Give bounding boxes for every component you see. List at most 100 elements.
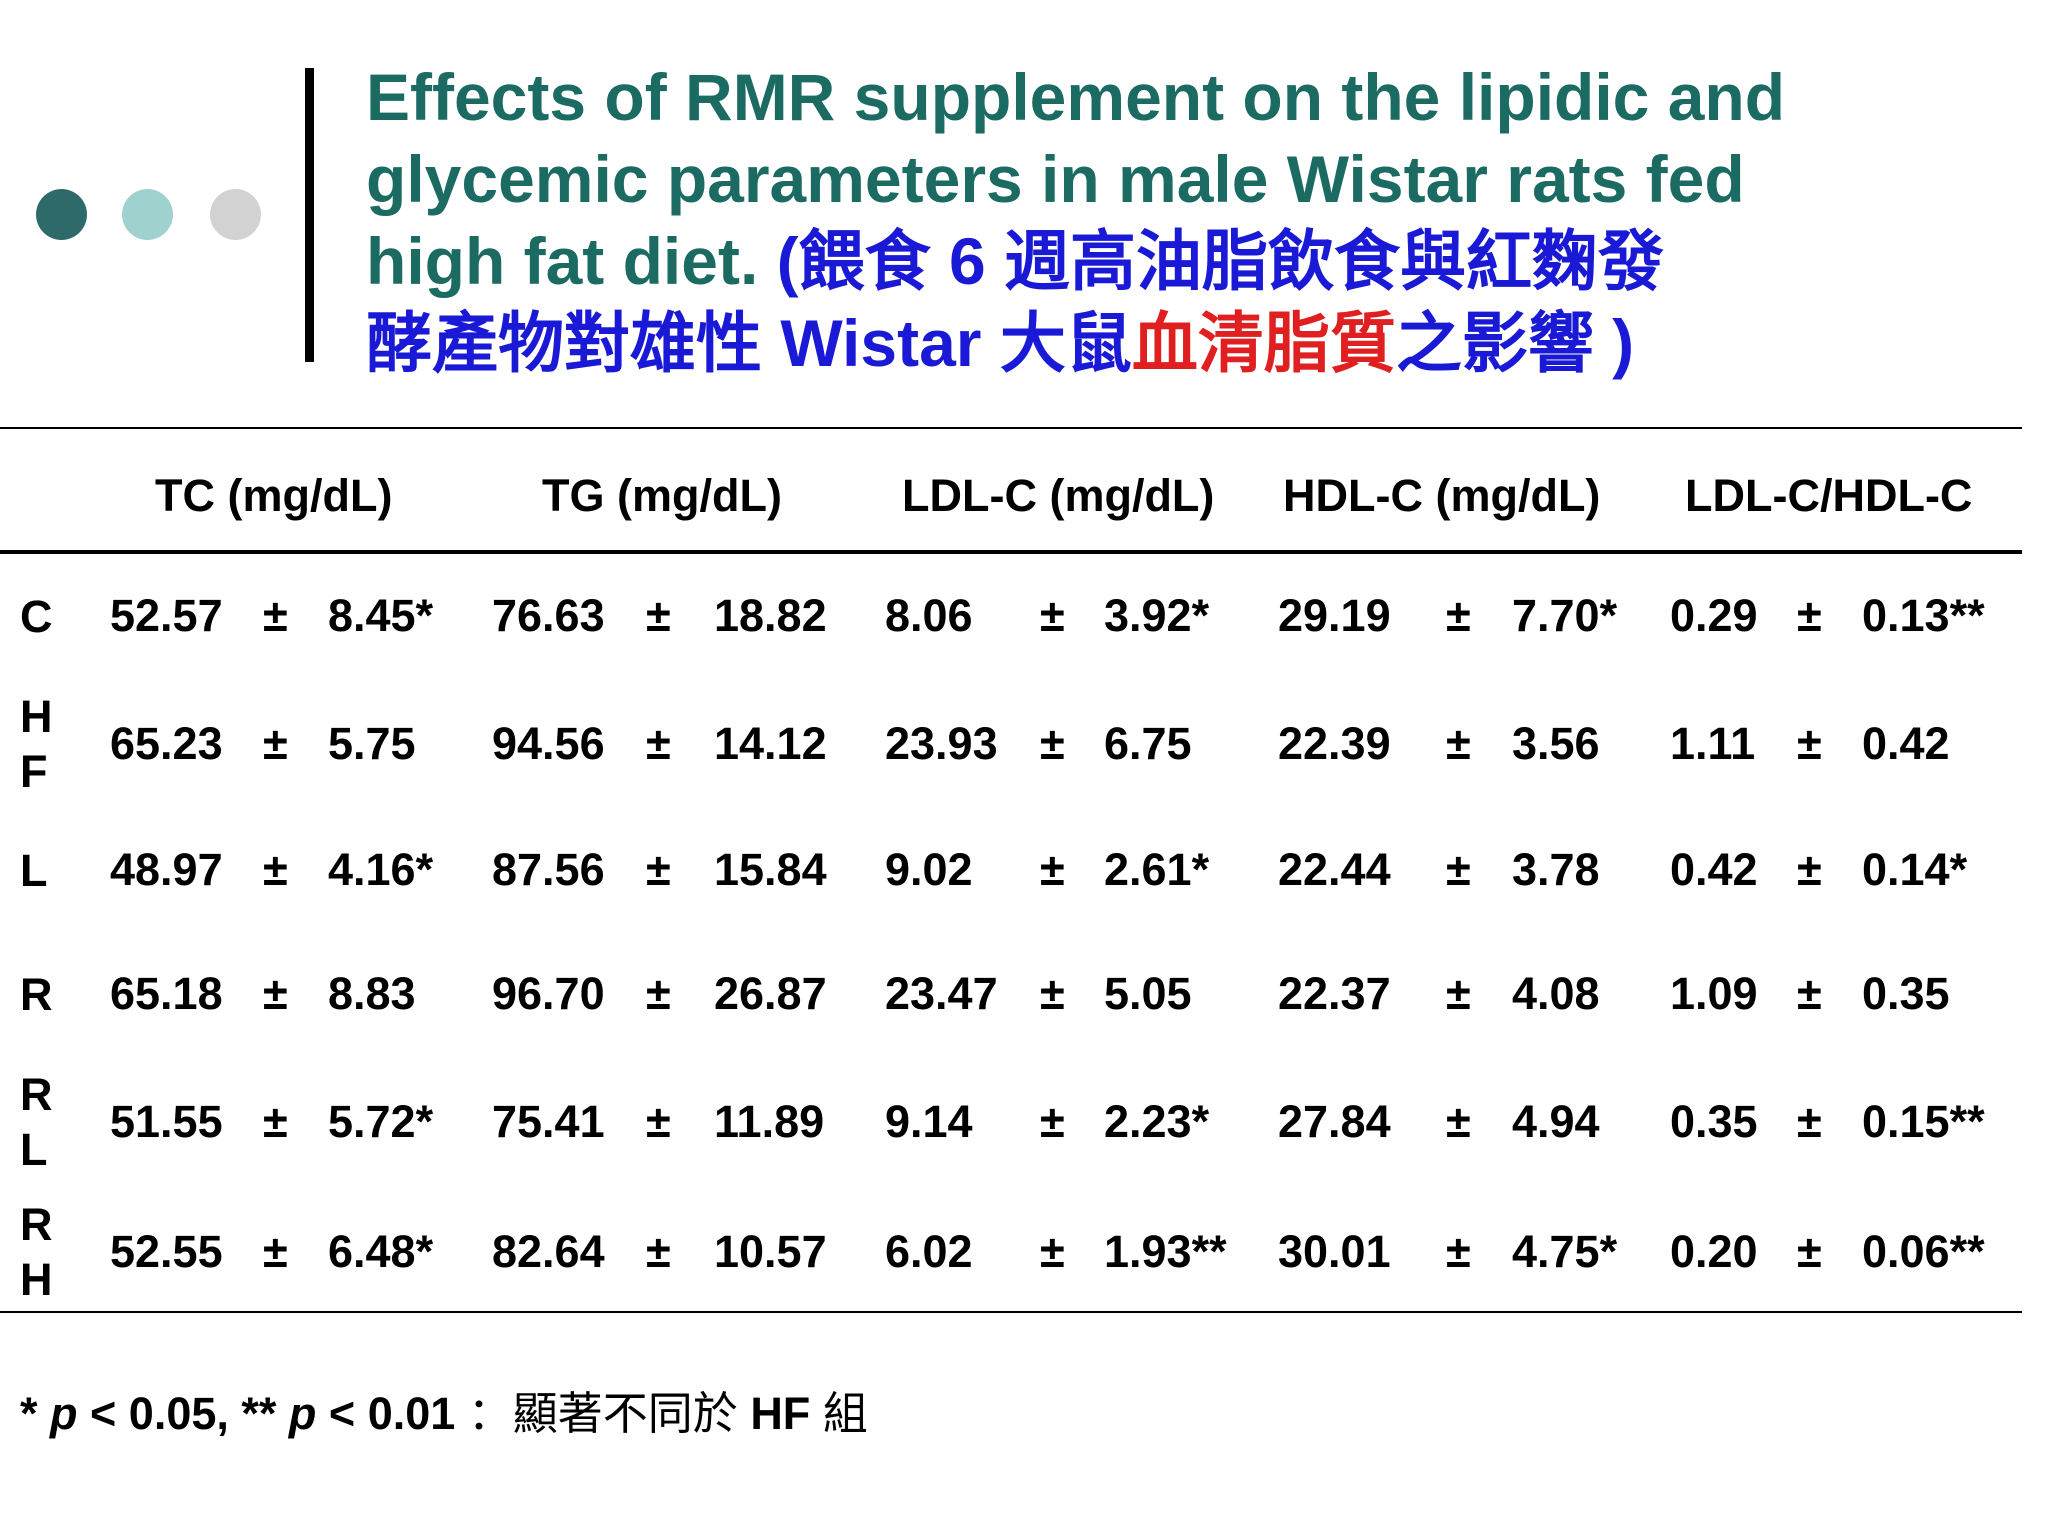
ratio-sd: 0.06**: [1862, 1226, 1985, 1277]
plus-minus-sign: ±: [1040, 844, 1065, 895]
ldl-mean: 9.14: [885, 1096, 973, 1147]
ratio-sd: 0.42: [1862, 718, 1950, 769]
group-letter: H: [20, 1254, 53, 1305]
plus-minus-sign: ±: [646, 1096, 671, 1147]
title-line-4-zh3: 之影響: [1395, 306, 1594, 380]
dot-light: [122, 189, 173, 240]
plus-minus-sign: ±: [1446, 844, 1471, 895]
plus-minus-sign: ±: [263, 1226, 288, 1277]
title-line-2: glycemic parameters in male Wistar rats …: [366, 142, 1745, 216]
header-tg: TG (mg/dL): [542, 470, 782, 521]
tc-mean: 65.23: [110, 718, 223, 769]
slide-title: Effects of RMR supplement on the lipidic…: [366, 56, 1936, 384]
plus-minus-sign: ±: [1040, 968, 1065, 1019]
tc-mean: 65.18: [110, 968, 223, 1019]
tg-mean: 76.63: [492, 590, 605, 641]
ratio-mean: 0.29: [1670, 590, 1758, 641]
title-line-4-end: ): [1593, 306, 1635, 380]
plus-minus-sign: ±: [1446, 1226, 1471, 1277]
title-line-4-zh1: 酵產物對雄性: [366, 306, 781, 380]
ldl-sd: 5.05: [1104, 968, 1192, 1019]
plus-minus-sign: ±: [1040, 718, 1065, 769]
ratio-sd: 0.35: [1862, 968, 1950, 1019]
header-ldl: LDL-C (mg/dL): [902, 470, 1215, 521]
title-line-4-zh2: 大鼠: [981, 306, 1132, 380]
plus-minus-sign: ±: [1446, 718, 1471, 769]
plus-minus-sign: ±: [1040, 1096, 1065, 1147]
row-group-label: C: [20, 589, 60, 644]
tc-sd: 8.83: [328, 968, 416, 1019]
plus-minus-sign: ±: [263, 1096, 288, 1147]
hdl-mean: 30.01: [1278, 1226, 1391, 1277]
group-letter: F: [20, 746, 48, 797]
ldl-sd: 6.75: [1104, 718, 1192, 769]
hdl-sd: 3.78: [1512, 844, 1600, 895]
footnote: * p < 0.05, ** p < 0.01 ：顯著不同於 HF 組: [20, 1388, 868, 1440]
tc-mean: 48.97: [110, 844, 223, 895]
tc-mean: 51.55: [110, 1096, 223, 1147]
tc-sd: 8.45*: [328, 590, 434, 641]
group-letter: C: [20, 590, 53, 642]
plus-minus-sign: ±: [1797, 844, 1822, 895]
tg-mean: 75.41: [492, 1096, 605, 1147]
hdl-mean: 27.84: [1278, 1096, 1391, 1147]
hdl-sd: 7.70*: [1512, 590, 1618, 641]
group-letter: R: [20, 968, 53, 1020]
ldl-mean: 23.47: [885, 968, 998, 1019]
plus-minus-sign: ±: [1446, 1096, 1471, 1147]
ldl-sd: 2.23*: [1104, 1096, 1210, 1147]
tg-sd: 10.57: [714, 1226, 827, 1277]
title-line-3-en: high fat diet.: [366, 224, 759, 298]
plus-minus-sign: ±: [263, 718, 288, 769]
hdl-mean: 29.19: [1278, 590, 1391, 641]
tg-sd: 15.84: [714, 844, 827, 895]
footnote-zh1: ：顯著不同於: [467, 1388, 751, 1439]
title-line-3-zh: 餵食 6 週高油脂飲食與紅麴發: [798, 224, 1665, 298]
tc-sd: 5.72*: [328, 1096, 434, 1147]
hdl-mean: 22.39: [1278, 718, 1391, 769]
hdl-mean: 22.37: [1278, 968, 1391, 1019]
tg-mean: 82.64: [492, 1226, 605, 1277]
plus-minus-sign: ±: [1797, 968, 1822, 1019]
group-letter: R: [20, 1199, 53, 1250]
hdl-sd: 3.56: [1512, 718, 1600, 769]
ldl-sd: 2.61*: [1104, 844, 1210, 895]
tg-mean: 87.56: [492, 844, 605, 895]
tg-mean: 96.70: [492, 968, 605, 1019]
tg-sd: 26.87: [714, 968, 827, 1019]
header-hdl: HDL-C (mg/dL): [1283, 470, 1601, 521]
plus-minus-sign: ±: [263, 968, 288, 1019]
title-divider: [305, 68, 314, 362]
plus-minus-sign: ±: [646, 718, 671, 769]
tg-sd: 11.89: [714, 1096, 825, 1147]
group-letter: L: [20, 844, 48, 896]
ratio-mean: 0.35: [1670, 1096, 1758, 1147]
plus-minus-sign: ±: [1797, 1096, 1822, 1147]
row-group-label: R: [20, 967, 60, 1022]
footnote-p1: p: [50, 1388, 78, 1439]
tc-mean: 52.55: [110, 1226, 223, 1277]
plus-minus-sign: ±: [1040, 1226, 1065, 1277]
plus-minus-sign: ±: [1446, 968, 1471, 1019]
ratio-sd: 0.13**: [1862, 590, 1985, 641]
footnote-lt1: < 0.05, **: [77, 1388, 289, 1439]
footnote-p2: p: [288, 1388, 317, 1439]
plus-minus-sign: ±: [646, 590, 671, 641]
hdl-sd: 4.94: [1512, 1096, 1600, 1147]
dot-gray: [210, 189, 261, 240]
plus-minus-sign: ±: [1797, 590, 1822, 641]
title-line-3-paren: (: [758, 224, 799, 298]
ldl-mean: 9.02: [885, 844, 973, 895]
footnote-star1: *: [20, 1388, 51, 1439]
tg-sd: 18.82: [714, 590, 827, 641]
tc-sd: 6.48*: [328, 1226, 434, 1277]
ratio-sd: 0.14*: [1862, 844, 1968, 895]
plus-minus-sign: ±: [1446, 590, 1471, 641]
row-group-label: L: [20, 843, 60, 898]
ldl-mean: 6.02: [885, 1226, 973, 1277]
group-letter: H: [20, 691, 53, 742]
plus-minus-sign: ±: [263, 590, 288, 641]
plus-minus-sign: ±: [1040, 590, 1065, 641]
